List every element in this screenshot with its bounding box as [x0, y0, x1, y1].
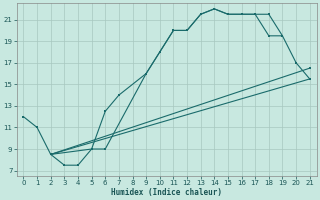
X-axis label: Humidex (Indice chaleur): Humidex (Indice chaleur) — [111, 188, 222, 197]
